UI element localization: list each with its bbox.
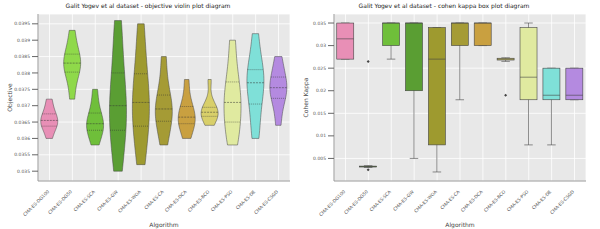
svg-text:0.037: 0.037	[17, 103, 30, 108]
html-text:Galit Yogev et al dataset - ob: Galit Yogev et al dataset - objective vi…	[65, 2, 231, 9]
svg-text:CMA-ES-DCA: CMA-ES-DCA	[460, 189, 484, 213]
svg-text:CMA-ES-DE: CMA-ES-DE	[235, 189, 257, 211]
svg-text:0.039: 0.039	[17, 38, 30, 43]
svg-text:0.0365: 0.0365	[14, 120, 30, 125]
svg-text:Algorithm: Algorithm	[149, 221, 179, 229]
svg-text:0.035: 0.035	[313, 21, 326, 26]
svg-text:CMA-ES-CA: CMA-ES-CA	[439, 189, 461, 211]
svg-text:CMA-ES-DG100: CMA-ES-DG100	[22, 189, 50, 217]
svg-text:0.025: 0.025	[313, 66, 326, 71]
svg-text:CMA-ES-PSO: CMA-ES-PSO	[506, 189, 530, 213]
svg-text:CMA-ES-GW: CMA-ES-GW	[392, 189, 415, 212]
svg-text:0.0385: 0.0385	[14, 54, 30, 59]
svg-text:CMA-ES-BCO: CMA-ES-BCO	[187, 189, 211, 213]
svg-text:CMA-ES-CSGD: CMA-ES-CSGD	[253, 189, 279, 215]
svg-text:CMA-ES-WOA: CMA-ES-WOA	[413, 189, 438, 214]
svg-text:0.035: 0.035	[17, 169, 30, 174]
svg-text:CMA-ES-DE: CMA-ES-DE	[531, 189, 553, 211]
svg-text:0.0375: 0.0375	[14, 87, 30, 92]
svg-text:CMA-ES-DCA: CMA-ES-DCA	[164, 189, 188, 213]
svg-text:CMA-ES-BCO: CMA-ES-BCO	[483, 189, 507, 213]
svg-text:0.038: 0.038	[17, 71, 30, 76]
svg-text:Algorithm: Algorithm	[445, 221, 475, 229]
svg-text:0.0355: 0.0355	[14, 152, 30, 157]
svg-text:CMA-ES-SCA: CMA-ES-SCA	[73, 189, 97, 213]
svg-text:CMA-ES-PSO: CMA-ES-PSO	[210, 189, 234, 213]
svg-text:0.015: 0.015	[313, 111, 326, 116]
svg-text:0.03: 0.03	[316, 43, 326, 48]
svg-text:CMA-ES-CA: CMA-ES-CA	[143, 189, 165, 211]
svg-text:CMA-ES-GW: CMA-ES-GW	[96, 189, 119, 212]
html-text:Galit Yogev et al dataset - co: Galit Yogev et al dataset - cohen kappa …	[358, 2, 530, 9]
svg-text:0.0395: 0.0395	[14, 21, 30, 26]
svg-text:CMA-ES-WOA: CMA-ES-WOA	[117, 189, 142, 214]
svg-text:CMA-ES-DG50: CMA-ES-DG50	[47, 189, 73, 215]
svg-text:CMA-ES-DG100: CMA-ES-DG100	[318, 189, 346, 217]
svg-text:0.01: 0.01	[316, 133, 326, 138]
svg-text:0.005: 0.005	[313, 156, 326, 161]
svg-text:CMA-ES-SCA: CMA-ES-SCA	[369, 189, 393, 213]
svg-text:0.02: 0.02	[316, 88, 326, 93]
svg-text:Objective: Objective	[8, 83, 14, 112]
svg-text:Cohen Kappa: Cohen Kappa	[302, 77, 310, 117]
svg-text:0.036: 0.036	[17, 136, 30, 141]
svg-text:CMA-ES-DG50: CMA-ES-DG50	[343, 189, 369, 215]
svg-text:CMA-ES-CSGD: CMA-ES-CSGD	[549, 189, 575, 215]
